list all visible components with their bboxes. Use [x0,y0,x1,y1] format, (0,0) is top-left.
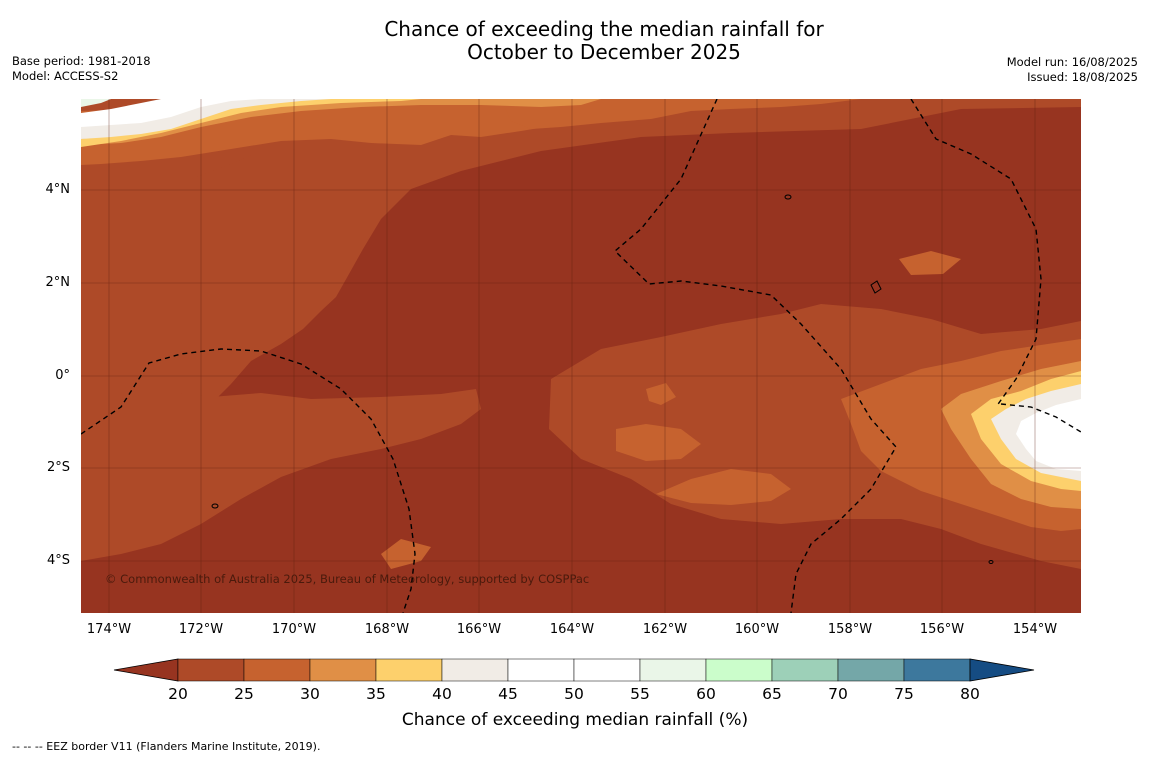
eez-border-north [613,99,897,613]
colorbar-tick-label: 50 [564,685,584,703]
colorbar [113,658,1035,682]
island [784,194,792,200]
lat-label-0: 0° [55,368,70,383]
eez-borders [81,99,1081,613]
meta-left: Base period: 1981-2018 Model: ACCESS-S2 [12,54,151,84]
band-20-25-west [81,99,1081,484]
colorbar-tick-label: 80 [960,685,980,703]
lon-label-172w: 172°W [178,622,224,637]
band-55-60-northwest [81,99,111,107]
lon-label-168w: 168°W [364,622,410,637]
colorbar-tick-label: 65 [762,685,782,703]
band-25-30-west-blob [381,539,431,569]
model-run: Model run: 16/08/2025 [1006,55,1138,69]
colorbar-over-arrow [969,658,1035,682]
colorbar-tick-label: 25 [234,685,254,703]
colorbar-tick-label: 45 [498,685,518,703]
island [988,560,994,564]
islands [211,194,994,564]
colorbar-under-arrow [113,658,179,682]
colorbar-swatch [903,658,971,682]
issued-date: Issued: 18/08/2025 [1027,70,1138,84]
colorbar-tick-label: 40 [432,685,452,703]
colorbar-swatch [837,658,905,682]
band-40-45-north [81,99,331,139]
colorbar-swatch [309,658,377,682]
lon-label-174w: 174°W [86,622,132,637]
lat-label-2n: 2°N [45,275,71,290]
lon-label-156w: 156°W [919,622,965,637]
island [870,280,882,294]
eez-legend-note: -- -- -- EEZ border V11 (Flanders Marine… [12,740,321,753]
colorbar-tick-label: 60 [696,685,716,703]
eez-border-west [81,348,416,613]
eez-border-northeast [910,99,1042,408]
title-line-1: Chance of exceeding the median rainfall … [384,17,824,41]
colorbar-tick-label: 75 [894,685,914,703]
band-25-30-center-blob [616,424,701,461]
lat-label-4s: 4°S [46,553,70,568]
band-25-30-east-blob [899,251,961,275]
lon-label-166w: 166°W [456,622,502,637]
grid-lines [81,99,1081,613]
colorbar-swatch [375,658,443,682]
colorbar-tick-label: 55 [630,685,650,703]
colorbar-tick-label: 20 [168,685,188,703]
colorbar-swatch [639,658,707,682]
band-35-40-north [81,99,421,147]
lat-label-2s: 2°S [46,460,70,475]
copyright-text: © Commonwealth of Australia 2025, Bureau… [105,572,589,586]
colorbar-tick-label: 30 [300,685,320,703]
colorbar-swatch [243,658,311,682]
map-title: Chance of exceeding the median rainfall … [0,18,1150,64]
band-20-25-southwest [81,389,481,561]
island [211,503,219,509]
lon-label-160w: 160°W [734,622,780,637]
base-period: Base period: 1981-2018 [12,54,151,68]
colorbar-tick-label: 70 [828,685,848,703]
colorbar-swatch [507,658,575,682]
band-25-30-north-center [501,99,861,129]
colorbar-swatch [771,658,839,682]
colorbar-swatch [441,658,509,682]
lon-label-170w: 170°W [271,622,317,637]
title-line-2: October to December 2025 [467,40,741,64]
model-name: Model: ACCESS-S2 [12,69,119,83]
lat-label-4n: 4°N [45,182,71,197]
colorbar-swatch [573,658,641,682]
colorbar-swatch [177,658,245,682]
band-45-55-east [1016,399,1081,471]
band-45-55-north [81,99,261,127]
lon-label-154w: 154°W [1012,622,1058,637]
colorbar-title: Chance of exceeding median rainfall (%) [401,710,749,730]
lon-label-164w: 164°W [549,622,595,637]
rainfall-map: © Commonwealth of Australia 2025, Bureau… [81,99,1081,613]
lon-label-162w: 162°W [642,622,688,637]
meta-right: Model run: 16/08/2025 Issued: 18/08/2025 [1007,55,1138,85]
lon-label-158w: 158°W [827,622,873,637]
colorbar-swatch [705,658,773,682]
colorbar-tick-label: 35 [366,685,386,703]
band-25-30-mid-blob [646,383,676,405]
